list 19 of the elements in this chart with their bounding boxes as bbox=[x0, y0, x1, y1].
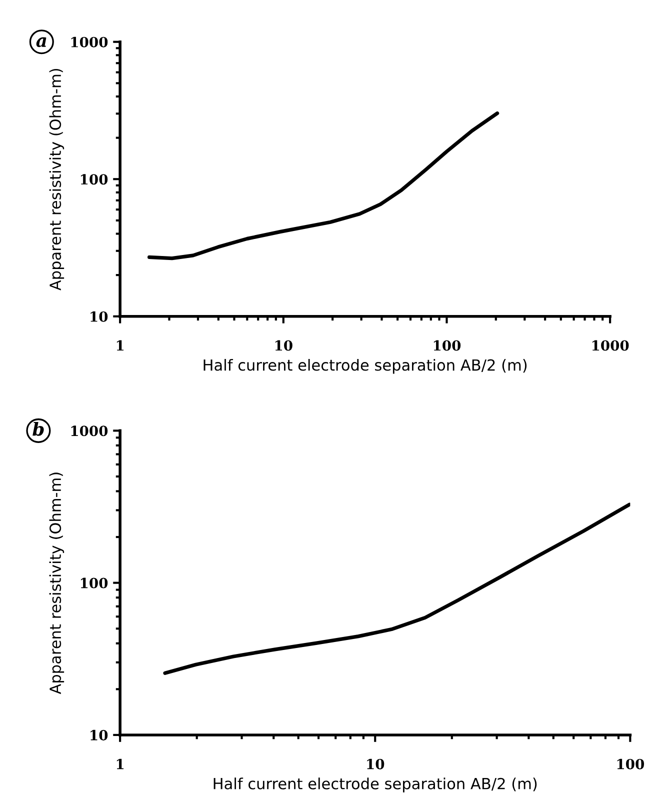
x-axis-title: Half current electrode separation AB/2 (m) bbox=[214, 778, 537, 792]
y-tick-label: 10 bbox=[90, 730, 108, 740]
x-tick-label: 10 bbox=[275, 340, 292, 351]
x-tick-label: 1000 bbox=[592, 340, 629, 351]
text: b bbox=[32, 422, 44, 436]
x-tick-label: 1 bbox=[116, 340, 124, 351]
x-tick-label: 100 bbox=[617, 758, 644, 770]
y-tick-label: 1000 bbox=[71, 426, 108, 436]
y-tick-label: 100 bbox=[80, 578, 108, 588]
y-axis-title: Apparent resistivity (Ohm-m) bbox=[49, 68, 64, 290]
y-axis-title: Apparent resistivity (Ohm-m) bbox=[49, 472, 64, 694]
y-tick-label: 10 bbox=[90, 311, 108, 322]
x-tick-label: 100 bbox=[434, 340, 461, 351]
text: a bbox=[36, 37, 46, 48]
y-tick-label: 1000 bbox=[71, 36, 108, 48]
x-tick-label: 10 bbox=[367, 758, 384, 770]
y-tick-label: 100 bbox=[80, 174, 108, 185]
x-axis-title: Half current electrode separation AB/2 (m) bbox=[204, 358, 527, 374]
x-tick-label: 1 bbox=[116, 758, 124, 770]
